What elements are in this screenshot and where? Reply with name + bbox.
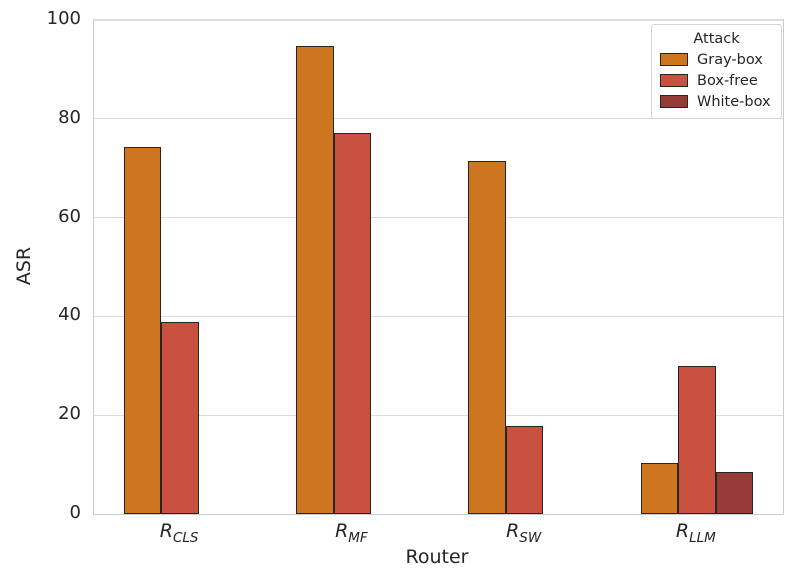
y-axis-label: ASR [13,246,35,286]
legend-item-box-free: Box-free [660,70,773,91]
gridline-y80 [94,118,783,120]
ytick-label-40: 40 [58,304,81,326]
legend-swatch-box-free [660,74,688,87]
bar-r_llm-gray-box [640,462,679,514]
legend-label: Box-free [697,72,758,89]
ytick-label-80: 80 [58,106,81,128]
legend-item-gray-box: Gray-box [660,49,773,70]
ytick-label-20: 20 [58,403,81,425]
gridline-y40 [94,315,783,317]
ytick-label-100: 100 [46,8,81,29]
xtick-label-r_sw: RSW [506,520,542,546]
x-axis-label: Router [405,546,469,568]
bar-r_sw-box-free [505,426,544,514]
ytick-label-0: 0 [69,502,81,523]
bar-r_sw-gray-box [468,161,506,514]
legend: Attack Gray-box Box-free White-box [651,24,782,119]
legend-item-white-box: White-box [660,91,773,112]
bar-r_mf-gray-box [296,45,334,514]
bar-r_mf-box-free [333,132,372,514]
gridline-y60 [94,217,783,219]
legend-label: Gray-box [697,51,763,68]
xtick-label-r_llm: RLLM [675,520,716,546]
gridline-y20 [94,414,783,416]
legend-label: White-box [697,93,771,110]
bar-r_llm-box-free [678,365,716,514]
xtick-label-r_cls: RCLS [159,520,199,546]
ytick-label-60: 60 [58,205,81,227]
xtick-label-r_mf: RMF [335,520,368,546]
bar-r_cls-box-free [161,322,199,514]
bar-r_cls-gray-box [123,147,162,514]
bar-r_llm-white-box [715,471,754,514]
legend-swatch-white-box [660,95,688,108]
gridline-y100 [94,19,783,21]
legend-items: Gray-box Box-free White-box [660,49,773,112]
legend-swatch-gray-box [660,53,688,66]
legend-title: Attack [693,31,740,47]
